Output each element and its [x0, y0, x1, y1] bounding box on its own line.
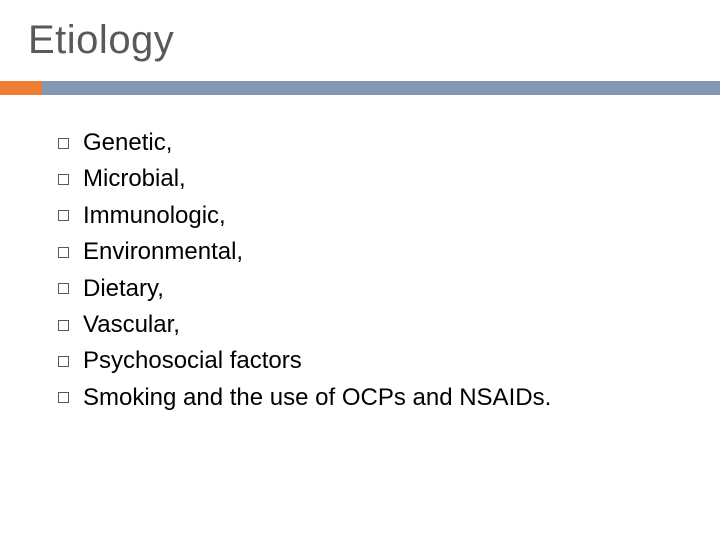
list-item: Smoking and the use of OCPs and NSAIDs. — [58, 382, 720, 414]
square-bullet-icon — [58, 138, 69, 149]
bullet-text: Psychosocial factors — [83, 345, 302, 377]
bullet-text: Immunologic, — [83, 200, 226, 232]
title-underline — [0, 81, 720, 95]
square-bullet-icon — [58, 392, 69, 403]
square-bullet-icon — [58, 247, 69, 258]
list-item: Genetic, — [58, 127, 720, 159]
square-bullet-icon — [58, 283, 69, 294]
underline-accent — [0, 81, 42, 95]
list-item: Dietary, — [58, 273, 720, 305]
square-bullet-icon — [58, 210, 69, 221]
bullet-text: Smoking and the use of OCPs and NSAIDs. — [83, 382, 551, 414]
square-bullet-icon — [58, 174, 69, 185]
bullet-text: Dietary, — [83, 273, 164, 305]
list-item: Vascular, — [58, 309, 720, 341]
bullet-text: Environmental, — [83, 236, 243, 268]
page-title: Etiology — [0, 18, 720, 63]
bullet-text: Genetic, — [83, 127, 172, 159]
square-bullet-icon — [58, 320, 69, 331]
bullet-list: Genetic, Microbial, Immunologic, Environmen… — [0, 95, 720, 414]
bullet-text: Microbial, — [83, 163, 186, 195]
list-item: Immunologic, — [58, 200, 720, 232]
list-item: Psychosocial factors — [58, 345, 720, 377]
bullet-text: Vascular, — [83, 309, 180, 341]
list-item: Microbial, — [58, 163, 720, 195]
list-item: Environmental, — [58, 236, 720, 268]
square-bullet-icon — [58, 356, 69, 367]
slide: Etiology Genetic, Microbial, Immunologic, E… — [0, 0, 720, 540]
underline-main — [42, 81, 720, 95]
